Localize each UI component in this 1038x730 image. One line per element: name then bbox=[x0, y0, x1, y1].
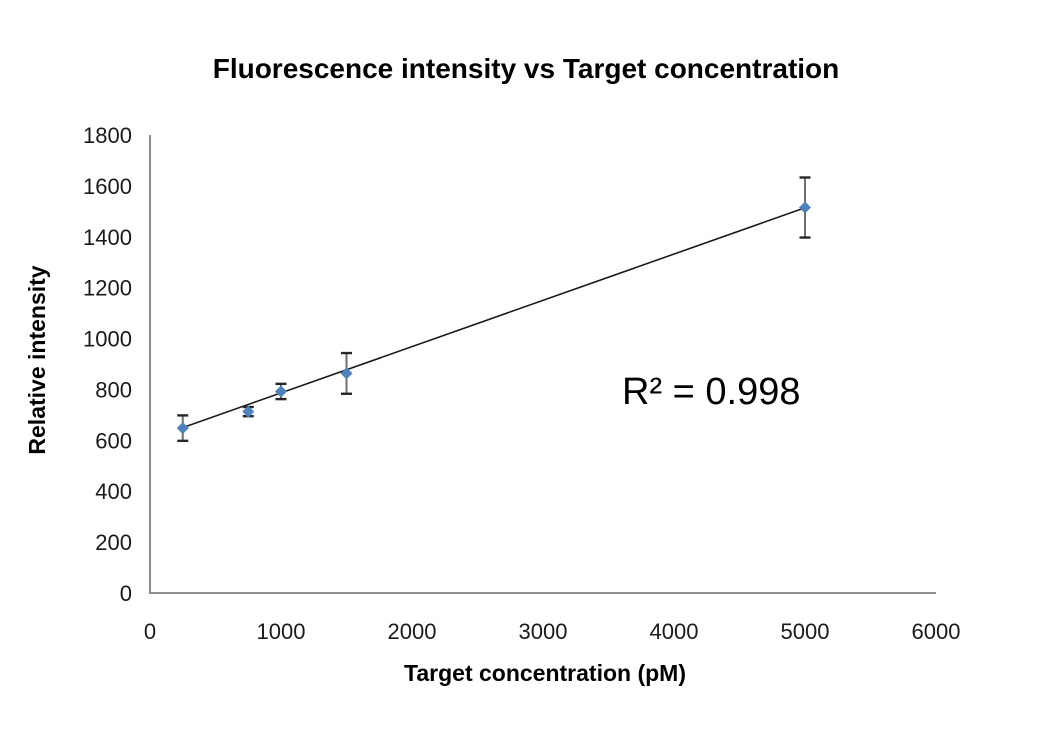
data-point-diamond bbox=[176, 422, 189, 435]
axes-group bbox=[149, 135, 936, 594]
y-tick-label: 800 bbox=[95, 377, 132, 402]
x-tick-label: 3000 bbox=[519, 619, 568, 644]
y-tick-label: 400 bbox=[95, 479, 132, 504]
x-tick-label: 1000 bbox=[257, 619, 306, 644]
data-point-diamond bbox=[242, 405, 255, 418]
y-axis-title: Relative intensity bbox=[24, 265, 50, 454]
y-tick-label: 1400 bbox=[83, 225, 132, 250]
y-tick-label: 1200 bbox=[83, 276, 132, 301]
r-squared-annotation: R² = 0.998 bbox=[622, 371, 801, 413]
x-tick-label: 2000 bbox=[388, 619, 437, 644]
y-tick-label: 200 bbox=[95, 530, 132, 555]
y-tick-label: 0 bbox=[120, 581, 132, 606]
x-tick-label: 5000 bbox=[781, 619, 830, 644]
x-tick-labels: 0 1000 2000 3000 4000 5000 6000 bbox=[144, 619, 961, 644]
data-points-group bbox=[176, 201, 811, 435]
y-tick-label: 1000 bbox=[83, 327, 132, 352]
x-axis-title: Target concentration (pM) bbox=[404, 660, 686, 686]
data-point-diamond bbox=[799, 201, 811, 214]
chart-title: Fluorescence intensity vs Target concent… bbox=[213, 53, 840, 84]
x-tick-label: 4000 bbox=[650, 619, 699, 644]
y-tick-label: 1600 bbox=[83, 174, 132, 199]
x-tick-label: 0 bbox=[144, 619, 156, 644]
x-tick-label: 6000 bbox=[912, 619, 961, 644]
y-tick-label: 600 bbox=[95, 428, 132, 453]
y-tick-labels: 0 200 400 600 800 1000 1200 1400 1600 1800 bbox=[83, 123, 132, 606]
data-point-diamond bbox=[275, 385, 287, 398]
data-point-diamond bbox=[340, 367, 353, 380]
y-tick-label: 1800 bbox=[83, 123, 132, 148]
